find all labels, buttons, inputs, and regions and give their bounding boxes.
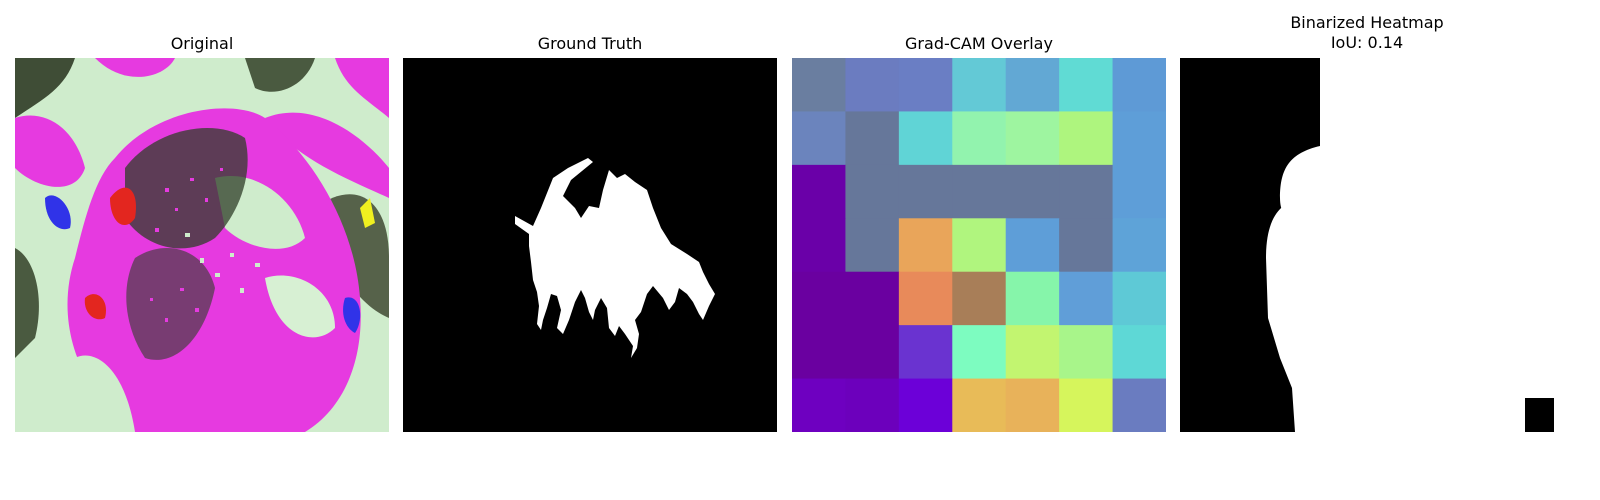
- gradcam-overlay-panel: [792, 58, 1166, 432]
- speckles-pale: [185, 233, 260, 293]
- gradcam-cell: [898, 58, 953, 112]
- gradcam-cell: [952, 164, 1007, 219]
- gradcam-cell: [898, 218, 953, 273]
- gradcam-cell: [1112, 325, 1166, 380]
- original-title: Original: [170, 34, 234, 53]
- gradcam-cell: [952, 325, 1007, 380]
- gradcam-cell: [1112, 58, 1166, 112]
- gradcam-cell: [1005, 58, 1060, 112]
- blue-accent: [343, 297, 361, 333]
- magenta-region: [265, 112, 389, 198]
- original-image: [15, 58, 389, 432]
- gradcam-cell: [1005, 271, 1060, 326]
- gradcam-cell: [952, 218, 1007, 273]
- gradcam-overlay-title: Grad-CAM Overlay: [905, 34, 1053, 53]
- gradcam-cell: [1059, 271, 1114, 326]
- gradcam-cell: [845, 164, 900, 219]
- gradcam-cell: [952, 271, 1007, 326]
- gradcam-cell: [1059, 378, 1114, 432]
- gradcam-cell: [845, 378, 900, 432]
- magenta-region: [95, 58, 175, 77]
- binarized-heatmap-title-text: Binarized Heatmap: [1290, 13, 1444, 32]
- magenta-region: [335, 58, 389, 118]
- gradcam-cell: [792, 164, 846, 219]
- gradcam-cell: [1112, 111, 1166, 166]
- gradcam-cell: [1112, 378, 1166, 432]
- red-accent: [110, 187, 136, 226]
- ground-truth-title: Ground Truth: [537, 34, 643, 53]
- blue-accent: [45, 195, 71, 230]
- binarized-active-region: [1266, 58, 1554, 432]
- speckles: [150, 168, 223, 322]
- gradcam-cell: [898, 378, 953, 432]
- gradcam-cell: [898, 111, 953, 166]
- gradcam-cell: [845, 58, 900, 112]
- pale-patch: [75, 355, 135, 432]
- ground-truth-panel: [403, 58, 777, 432]
- gradcam-cell: [792, 58, 846, 112]
- gradcam-cell: [792, 378, 846, 432]
- gradcam-cell: [845, 271, 900, 326]
- iou-score-label: IoU: 0.14: [1330, 33, 1404, 52]
- original-image-panel: [15, 58, 389, 432]
- gradcam-cell: [792, 218, 846, 273]
- gradcam-cell: [898, 271, 953, 326]
- binarized-corner-gap: [1525, 398, 1554, 432]
- dark-blotch: [245, 58, 315, 92]
- gradcam-cell: [1059, 218, 1114, 273]
- gradcam-cell: [845, 218, 900, 273]
- lesion-core: [125, 128, 248, 249]
- yellow-accent: [360, 198, 375, 228]
- lesion-core: [126, 248, 215, 360]
- gradcam-cell: [1005, 218, 1060, 273]
- gradcam-cell: [1112, 218, 1166, 273]
- gradcam-cell: [1112, 271, 1166, 326]
- gradcam-cell: [1005, 325, 1060, 380]
- gradcam-cell: [898, 325, 953, 380]
- red-accent: [84, 294, 106, 320]
- ground-truth-mask: [403, 58, 777, 432]
- binarized-heatmap-title: Binarized Heatmap IoU: 0.14: [1180, 13, 1554, 53]
- gradcam-heatmap: [792, 58, 1166, 432]
- pale-patch: [265, 275, 335, 338]
- lesion-mask: [515, 158, 715, 358]
- gradcam-cell: [1059, 325, 1114, 380]
- dark-blotch: [15, 248, 39, 358]
- binarized-heatmap-panel: [1180, 58, 1554, 432]
- gradcam-cell: [898, 164, 953, 219]
- gradcam-cell: [792, 271, 846, 326]
- magenta-region: [15, 115, 85, 187]
- gradcam-cell: [1059, 58, 1114, 112]
- dark-blotch: [15, 58, 75, 118]
- gradcam-cell: [1005, 111, 1060, 166]
- gradcam-cell: [1112, 164, 1166, 219]
- binarized-heatmap: [1180, 58, 1554, 432]
- gradcam-cell: [1005, 378, 1060, 432]
- gradcam-cell: [952, 378, 1007, 432]
- gradcam-cell: [845, 111, 900, 166]
- gradcam-cell: [845, 325, 900, 380]
- gradcam-cell: [1059, 164, 1114, 219]
- gradcam-cell: [1005, 164, 1060, 219]
- gradcam-cell: [792, 325, 846, 380]
- gradcam-cell: [1059, 111, 1114, 166]
- gradcam-cell: [792, 111, 846, 166]
- gradcam-cell: [952, 111, 1007, 166]
- gradcam-cell: [952, 58, 1007, 112]
